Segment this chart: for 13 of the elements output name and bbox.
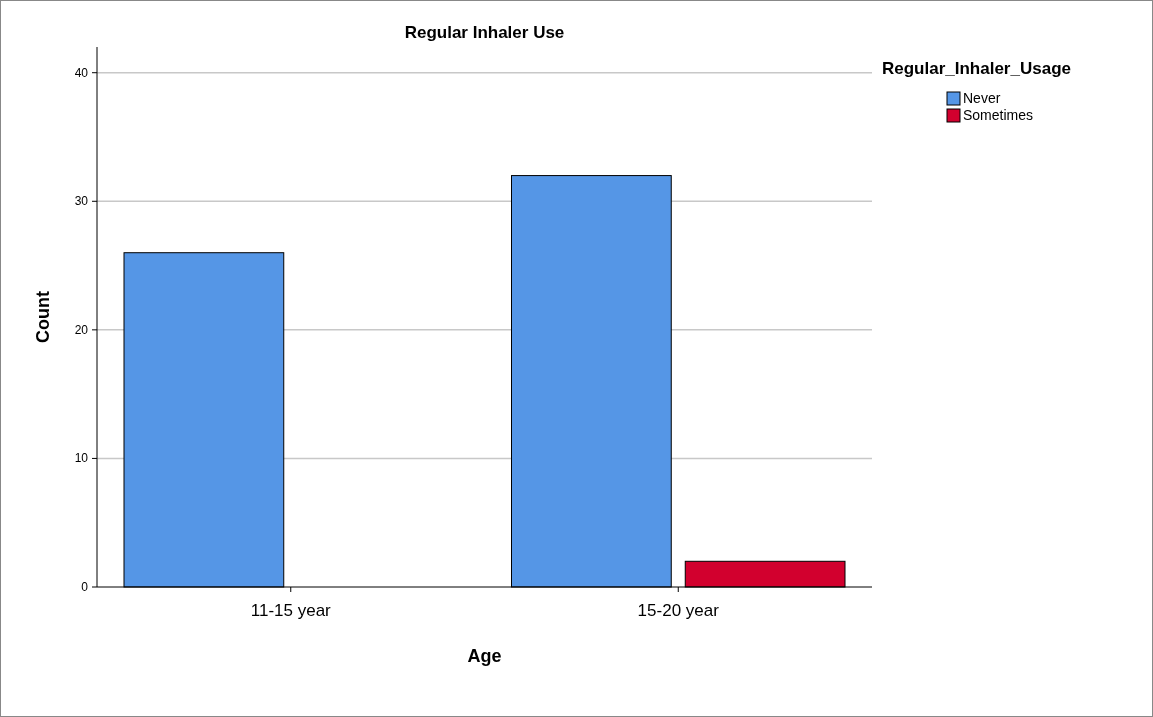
y-tick-label: 20 bbox=[74, 322, 89, 337]
chart-title: Regular Inhaler Use bbox=[404, 23, 565, 42]
y-tick-label: 40 bbox=[74, 65, 89, 80]
x-tick-label: 15-20 year bbox=[637, 601, 720, 620]
legend-title: Regular_Inhaler_Usage bbox=[882, 59, 1071, 78]
legend-label: Sometimes bbox=[963, 107, 1034, 123]
y-tick-label: 10 bbox=[74, 451, 89, 466]
y-axis-title: Count bbox=[33, 291, 53, 343]
legend-label: Never bbox=[963, 90, 1001, 106]
x-tick-label: 11-15 year bbox=[250, 601, 332, 620]
y-tick-label: 0 bbox=[81, 580, 89, 594]
y-tick-label: 30 bbox=[74, 194, 89, 209]
x-axis-title: Age bbox=[467, 646, 502, 666]
